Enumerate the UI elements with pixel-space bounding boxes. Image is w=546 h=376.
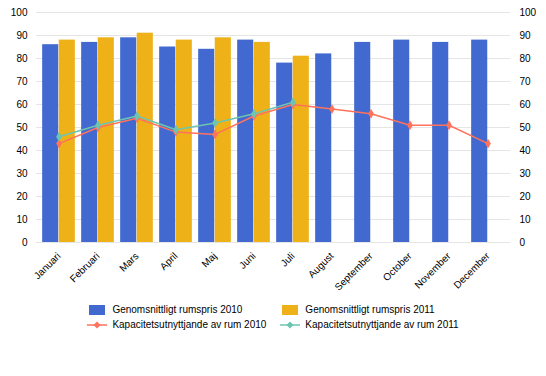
svg-text:20: 20: [16, 191, 28, 202]
svg-text:April: April: [158, 250, 180, 272]
svg-text:40: 40: [16, 145, 28, 156]
svg-text:60: 60: [16, 99, 28, 110]
svg-text:August: August: [306, 250, 336, 280]
svg-text:10: 10: [520, 214, 532, 225]
svg-text:80: 80: [520, 53, 532, 64]
svg-text:90: 90: [520, 30, 532, 41]
svg-text:October: October: [381, 250, 414, 283]
svg-text:60: 60: [520, 99, 532, 110]
svg-text:Februari: Februari: [68, 250, 102, 284]
svg-text:Mars: Mars: [117, 250, 141, 274]
svg-text:Maj: Maj: [199, 250, 218, 269]
svg-text:50: 50: [16, 122, 28, 133]
svg-text:50: 50: [520, 122, 532, 133]
svg-text:0: 0: [22, 237, 28, 248]
svg-text:70: 70: [16, 76, 28, 87]
svg-text:20: 20: [520, 191, 532, 202]
html-text:Genomsnittligt rumspris 2010: Genomsnittligt rumspris 2010: [112, 304, 243, 315]
svg-text:September: September: [332, 250, 375, 293]
svg-text:November: November: [412, 250, 453, 291]
svg-text:Januari: Januari: [32, 250, 63, 281]
svg-text:40: 40: [520, 145, 532, 156]
svg-text:100: 100: [11, 7, 28, 18]
html-text:Kapacitetsutnyttjande av rum 2: Kapacitetsutnyttjande av rum 2010: [112, 319, 267, 330]
svg-text:30: 30: [520, 168, 532, 179]
svg-text:10: 10: [16, 214, 28, 225]
html-text:Kapacitetsutnyttjande av rum 2: Kapacitetsutnyttjande av rum 2011: [305, 319, 459, 330]
svg-text:Juni: Juni: [237, 250, 258, 271]
svg-text:100: 100: [520, 7, 537, 18]
svg-text:30: 30: [16, 168, 28, 179]
html-text:Genomsnittligt rumspris 2011: Genomsnittligt rumspris 2011: [305, 304, 435, 315]
svg-text:0: 0: [520, 237, 526, 248]
svg-text:90: 90: [16, 30, 28, 41]
svg-text:80: 80: [16, 53, 28, 64]
svg-text:70: 70: [520, 76, 532, 87]
svg-text:December: December: [451, 250, 492, 291]
svg-text:Juli: Juli: [278, 250, 296, 268]
